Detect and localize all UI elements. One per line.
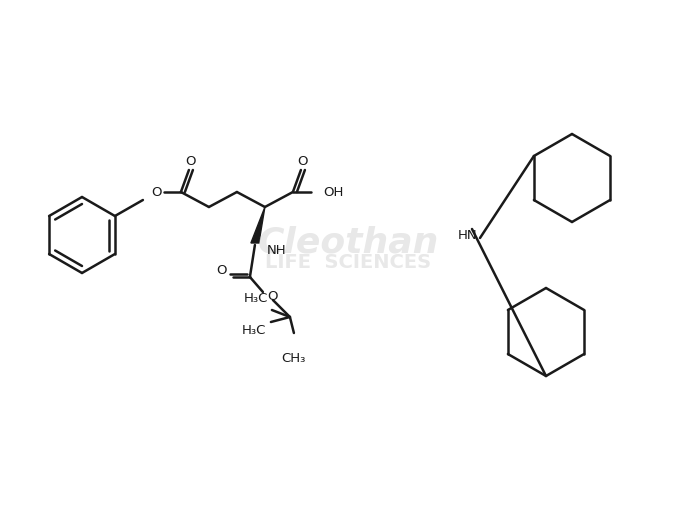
Text: LIFE  SCIENCES: LIFE SCIENCES <box>265 253 431 271</box>
Text: O: O <box>298 154 308 167</box>
Polygon shape <box>251 207 265 243</box>
Text: NH: NH <box>267 243 287 256</box>
Text: O: O <box>152 186 162 199</box>
Text: HN: HN <box>458 228 478 241</box>
Text: O: O <box>186 154 196 167</box>
Text: Cleothan: Cleothan <box>258 225 438 259</box>
Text: O: O <box>216 264 227 277</box>
Text: H₃C: H₃C <box>244 292 268 306</box>
Text: OH: OH <box>323 186 343 199</box>
Text: O: O <box>268 291 278 304</box>
Text: CH₃: CH₃ <box>282 352 306 365</box>
Text: H₃C: H₃C <box>242 324 266 337</box>
